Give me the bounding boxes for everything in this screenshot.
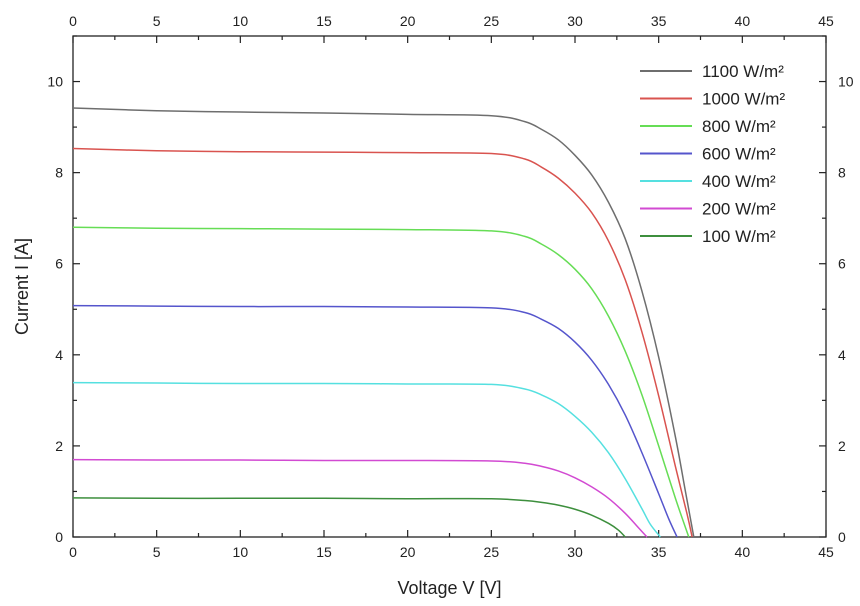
- y-tick-label-right: 0: [838, 529, 846, 545]
- y-tick-label-left: 4: [55, 347, 63, 363]
- legend-label-0: 1100 W/m²: [702, 62, 784, 81]
- x-tick-label-bottom: 25: [484, 544, 500, 560]
- series-line-4: [72, 381, 661, 538]
- y-axis-title: Current I [A]: [12, 238, 32, 335]
- y-tick-label-right: 10: [838, 74, 854, 90]
- x-tick-label-bottom: 0: [69, 544, 77, 560]
- y-tick-label-left: 6: [55, 256, 63, 272]
- curves: [72, 107, 695, 538]
- x-tick-label-bottom: 30: [567, 544, 583, 560]
- x-tick-label-top: 30: [567, 13, 583, 29]
- x-tick-label-bottom: 45: [818, 544, 834, 560]
- y-tick-label-left: 8: [55, 165, 63, 181]
- x-tick-label-top: 40: [735, 13, 751, 29]
- legend-label-3: 600 W/m²: [702, 145, 776, 164]
- y-tick-label-left: 2: [55, 438, 63, 454]
- x-tick-label-bottom: 20: [400, 544, 416, 560]
- series-line-3: [72, 304, 678, 538]
- x-axis-title: Voltage V [V]: [397, 578, 501, 598]
- x-tick-label-top: 25: [484, 13, 500, 29]
- series-line-5: [72, 458, 648, 538]
- x-tick-label-top: 35: [651, 13, 667, 29]
- x-tick-label-top: 5: [153, 13, 161, 29]
- legend: 1100 W/m² 1000 W/m² 800 W/m² 600 W/m² 400 W/…: [640, 62, 785, 246]
- x-tick-label-bottom: 15: [316, 544, 332, 560]
- legend-label-1: 1000 W/m²: [702, 90, 785, 109]
- legend-label-4: 400 W/m²: [702, 172, 776, 191]
- legend-label-6: 100 W/m²: [702, 227, 776, 246]
- x-tick-label-top: 0: [69, 13, 77, 29]
- x-tick-label-top: 20: [400, 13, 416, 29]
- legend-label-5: 200 W/m²: [702, 200, 776, 219]
- legend-label-2: 800 W/m²: [702, 117, 776, 136]
- series-line-0: [72, 107, 695, 538]
- x-tick-label-bottom: 10: [233, 544, 249, 560]
- series-line-6: [72, 497, 626, 538]
- y-tick-label-right: 2: [838, 438, 846, 454]
- x-tick-label-top: 10: [233, 13, 249, 29]
- x-tick-label-bottom: 5: [153, 544, 161, 560]
- y-tick-label-right: 4: [838, 347, 846, 363]
- x-tick-label-top: 45: [818, 13, 834, 29]
- series-line-2: [72, 226, 690, 538]
- y-tick-label-left: 10: [47, 74, 63, 90]
- y-tick-label-left: 0: [55, 529, 63, 545]
- x-tick-label-top: 15: [316, 13, 332, 29]
- series-line-1: [72, 147, 693, 538]
- x-tick-label-bottom: 35: [651, 544, 667, 560]
- x-tick-label-bottom: 40: [735, 544, 751, 560]
- y-tick-label-right: 6: [838, 256, 846, 272]
- y-tick-label-right: 8: [838, 165, 846, 181]
